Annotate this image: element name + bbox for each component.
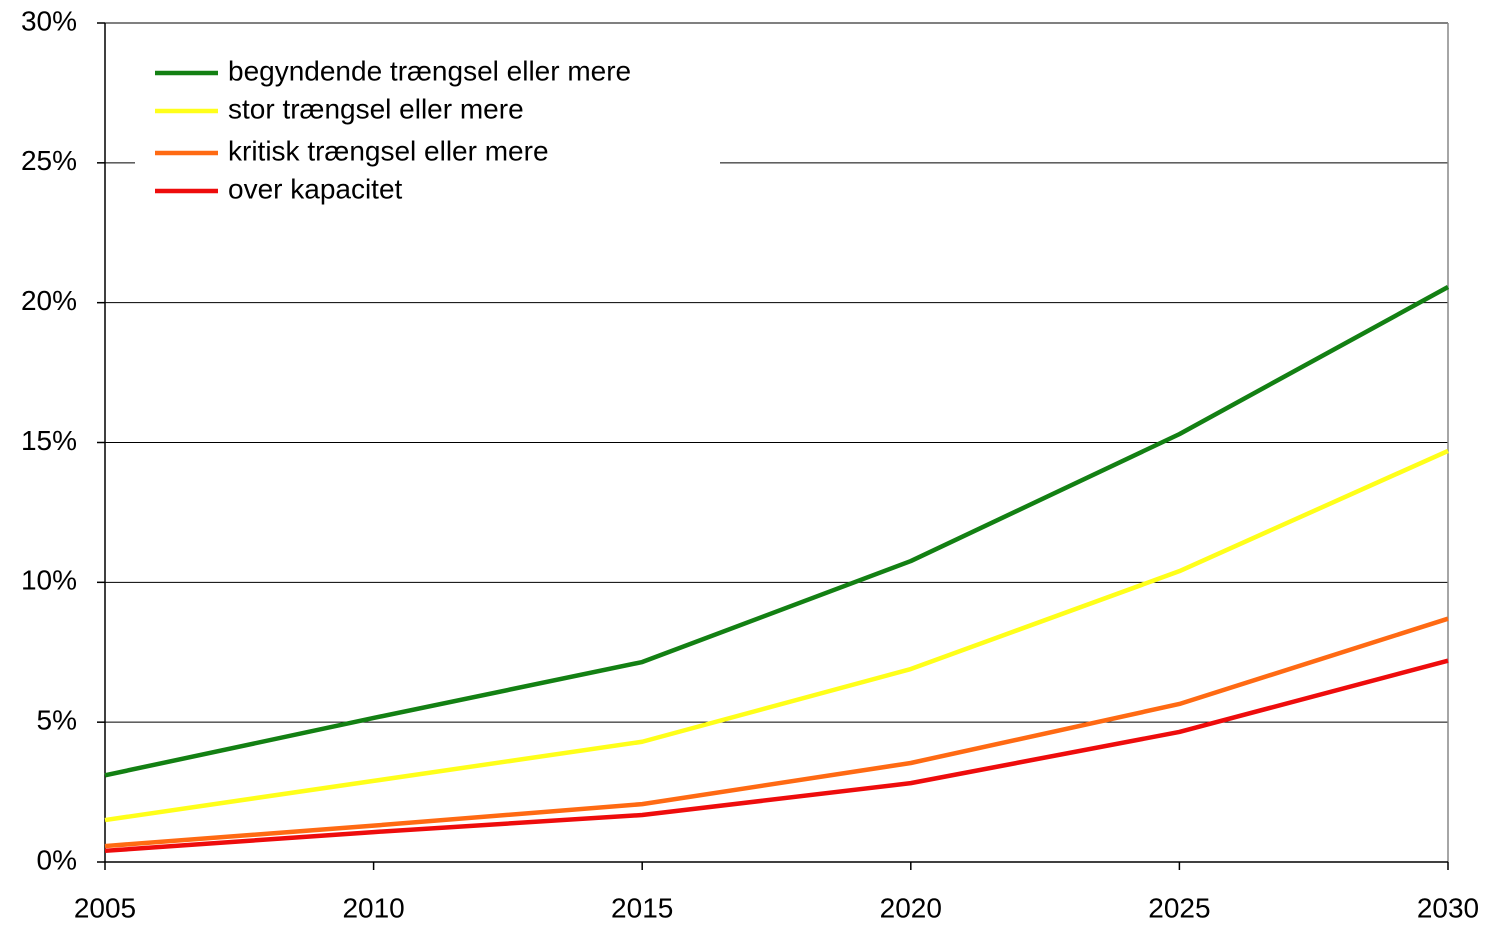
- x-tick-label: 2010: [342, 892, 404, 923]
- x-tick-label: 2030: [1417, 892, 1479, 923]
- legend-label: stor trængsel eller mere: [228, 93, 524, 124]
- y-tick-label: 25%: [21, 145, 77, 176]
- y-tick-label: 30%: [21, 5, 77, 36]
- legend-label: begyndende trængsel eller mere: [228, 55, 631, 86]
- legend-label: over kapacitet: [228, 173, 403, 204]
- y-tick-label: 0%: [37, 844, 77, 875]
- x-tick-label: 2005: [74, 892, 136, 923]
- y-tick-label: 15%: [21, 425, 77, 456]
- y-tick-label: 20%: [21, 285, 77, 316]
- y-tick-label: 10%: [21, 565, 77, 596]
- legend-box: [135, 50, 720, 210]
- x-tick-label: 2020: [880, 892, 942, 923]
- x-tick-label: 2025: [1148, 892, 1210, 923]
- legend-label: kritisk trængsel eller mere: [228, 135, 549, 166]
- x-tick-label: 2015: [611, 892, 673, 923]
- series-line: [104, 616, 1449, 849]
- series-line: [104, 285, 1450, 778]
- series-line: [104, 448, 1449, 823]
- y-tick-label: 5%: [37, 705, 77, 736]
- series-line: [104, 658, 1449, 854]
